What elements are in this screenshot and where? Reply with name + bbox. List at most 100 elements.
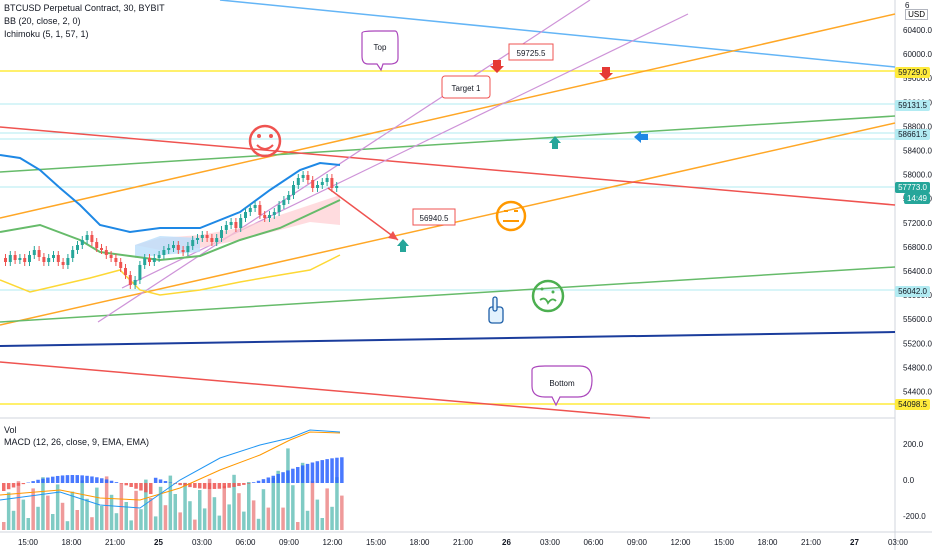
price-label-59725[interactable] (508, 43, 554, 61)
price-label-56940-text: 56940.5 (420, 214, 449, 223)
volume-bar (251, 500, 256, 530)
volume-bar (65, 521, 70, 530)
indicator-tick-label: -200.0 (903, 512, 926, 521)
channel-purple-lower[interactable] (97, 0, 591, 323)
candle-body (47, 258, 51, 262)
macd-histogram-bar (276, 473, 280, 483)
volume-bar (256, 518, 261, 530)
macd-histogram-bar (178, 483, 182, 486)
macd-histogram-bar (335, 457, 339, 483)
bb-legend[interactable]: BB (20, close, 2, 0) (4, 16, 81, 26)
time-tick-label: 03:00 (888, 538, 909, 547)
volume-bar (183, 482, 187, 530)
volume-bar (70, 491, 75, 530)
candle-body (287, 195, 291, 200)
macd-histogram-bar (310, 462, 315, 483)
arrow-up-icon[interactable] (397, 239, 409, 252)
macd-histogram-bar (188, 483, 192, 488)
indicator-axis: 200.0 0.0 -200.0 (903, 440, 926, 521)
volume-bar (261, 489, 266, 530)
trendline-orange-upper[interactable] (0, 13, 896, 219)
macd-histogram-bar (75, 475, 79, 483)
projection-arrow[interactable] (327, 187, 399, 241)
time-tick-label: 21:00 (801, 538, 822, 547)
price-label-56940[interactable] (412, 208, 456, 226)
macd-histogram-bar (55, 475, 60, 483)
candle-body (138, 265, 142, 280)
macd-histogram-bar (158, 479, 163, 483)
currency-label[interactable]: USD (905, 9, 928, 20)
candle-body (100, 248, 103, 250)
smiley-face-icon[interactable] (248, 124, 282, 158)
arrow-down-icon[interactable] (599, 67, 613, 80)
volume-bar (315, 499, 320, 530)
macd-histogram-bar (90, 476, 94, 483)
macd-histogram-bar (251, 482, 256, 483)
arrow-down-icon[interactable] (490, 60, 504, 73)
candle-body (4, 258, 7, 262)
pointing-hand-icon[interactable] (488, 296, 504, 324)
macd-histogram-bar (330, 458, 334, 483)
macd-histogram-bar (95, 477, 99, 483)
callout-target[interactable] (441, 75, 491, 99)
vol-legend[interactable]: Vol (4, 425, 17, 435)
candle-body (277, 205, 281, 212)
macd-legend[interactable]: MACD (12, 26, close, 9, EMA, EMA) (4, 437, 150, 447)
candle-body (335, 186, 339, 188)
candle-body (176, 245, 180, 250)
macd-signal-line (0, 431, 341, 501)
arrow-left-icon[interactable] (634, 131, 648, 143)
trendline-navy[interactable] (0, 331, 896, 347)
volume-bar (26, 518, 30, 530)
price-label-59725-text: 59725.5 (517, 49, 546, 58)
macd-histogram-bar (212, 483, 217, 489)
trendline-red-lower[interactable] (0, 361, 651, 419)
macd-histogram-bar (163, 481, 168, 483)
price-axis[interactable]: 60400.060000.059600.059200.058800.058400… (903, 26, 932, 397)
macd-histogram-bar (100, 478, 104, 483)
candle-body (124, 268, 127, 275)
macd-histogram-bar (129, 483, 133, 487)
sick-face-icon[interactable] (531, 279, 565, 313)
macd-histogram-bar (80, 475, 84, 483)
time-tick-label: 09:00 (279, 538, 300, 547)
macd-histogram-bar (217, 483, 222, 489)
ichimoku-cloud-blue (135, 236, 200, 258)
time-axis[interactable]: 15:00 18:00 21:00 25 03:00 06:00 09:00 12:00 15:… (18, 538, 909, 547)
candle-body (157, 255, 161, 258)
time-tick-label: 03:00 (540, 538, 561, 547)
volume-bar (340, 495, 344, 530)
ichimoku-legend[interactable]: Ichimoku (5, 1, 57, 1) (4, 29, 89, 39)
candlestick-series[interactable] (4, 171, 339, 289)
trendline-green-lower[interactable] (0, 266, 896, 323)
trendline-red-upper[interactable] (0, 126, 896, 206)
time-tick-label: 12:00 (670, 538, 691, 547)
callout-top[interactable] (361, 30, 399, 72)
arrow-up-icon[interactable] (549, 136, 561, 149)
macd-histogram-bar (31, 481, 35, 483)
macd-histogram-bar (271, 475, 275, 483)
candle-body (205, 235, 209, 238)
indicator-tick-label: 200.0 (903, 440, 924, 449)
neutral-face-icon[interactable] (495, 200, 527, 232)
macd-histogram-bar (261, 479, 266, 483)
trendline-blue[interactable] (219, 0, 896, 68)
volume-bar (104, 476, 109, 530)
price-tick-label: 54400.0 (903, 388, 932, 397)
trendline-green-upper[interactable] (0, 115, 896, 173)
volume-bar (232, 474, 236, 530)
candle-body (301, 175, 305, 178)
volume-bar (124, 502, 128, 530)
macd-histogram-bar (291, 468, 295, 483)
candle-body (239, 218, 243, 228)
candle-body (95, 242, 99, 248)
symbol-legend[interactable]: BTCUSD Perpetual Contract, 30, BYBIT (4, 3, 165, 13)
time-tick-label: 18:00 (409, 538, 430, 547)
callout-bottom[interactable] (531, 365, 593, 407)
time-tick-label: 09:00 (627, 538, 648, 547)
macd-histogram-bar (232, 483, 236, 487)
candle-body (248, 208, 252, 212)
candle-body (28, 255, 31, 262)
bb-upper-band (0, 154, 341, 234)
